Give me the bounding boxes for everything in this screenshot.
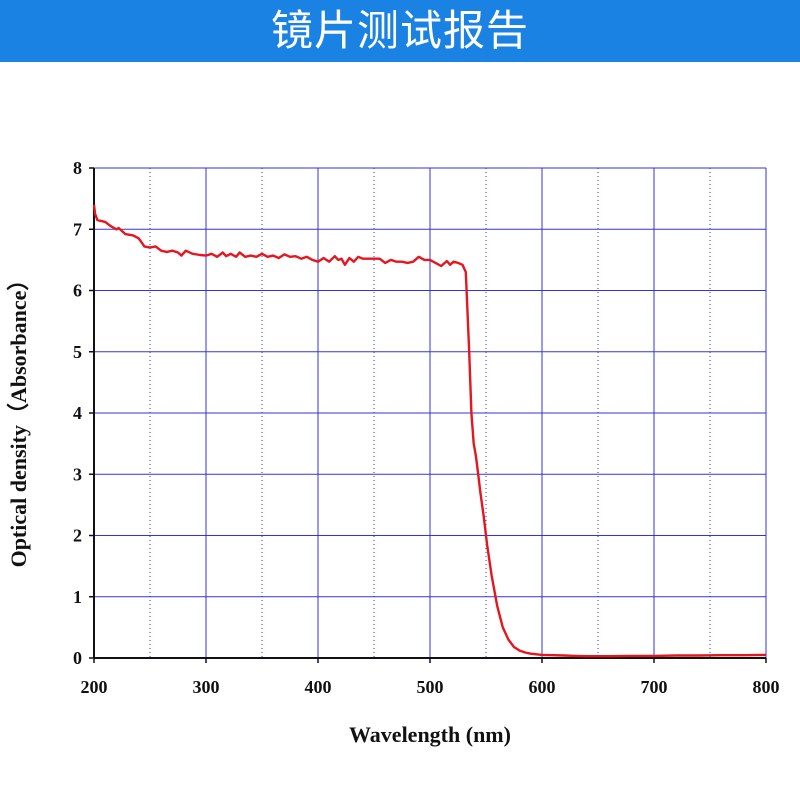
x-tick-label: 300 [193, 677, 220, 697]
axis-layer [89, 167, 767, 663]
grid-layer [94, 167, 767, 658]
y-tick-label: 5 [73, 342, 82, 362]
report-title-banner: 镜片测试报告 [0, 0, 800, 62]
y-tick-label: 3 [73, 464, 82, 484]
absorbance-curve [92, 204, 767, 658]
series-layer [92, 204, 767, 658]
x-tick-label: 800 [753, 677, 780, 697]
x-tick-label: 700 [641, 677, 668, 697]
x-tick-label: 400 [305, 677, 332, 697]
x-tick-label: 600 [529, 677, 556, 697]
y-tick-label: 7 [73, 219, 82, 239]
y-tick-label: 0 [73, 648, 82, 668]
y-axis-title: Optical density（Absorbance） [6, 269, 31, 568]
tick-label-layer: 200 300 400 500 600 700 800 0 1 2 3 4 5 6 7 8 [73, 158, 780, 697]
x-axis-title: Wavelength (nm) [349, 722, 511, 747]
y-tick-label: 8 [73, 158, 82, 178]
x-tick-label: 500 [417, 677, 444, 697]
y-tick-label: 1 [73, 587, 82, 607]
x-tick-label: 200 [81, 677, 108, 697]
y-tick-label: 2 [73, 526, 82, 546]
y-tick-label: 4 [73, 403, 82, 423]
y-tick-label: 6 [73, 281, 82, 301]
